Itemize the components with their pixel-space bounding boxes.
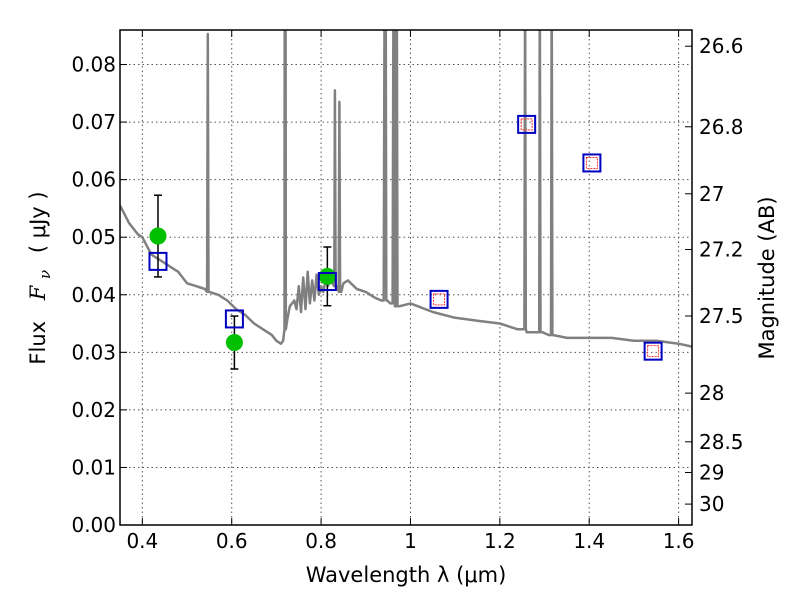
x-tick-label: 0.6	[216, 529, 248, 553]
mag-tick-label: 27.5	[699, 304, 744, 328]
mag-tick-label: 26.8	[699, 115, 744, 139]
model-flux-square	[148, 251, 168, 271]
model-flux-square	[317, 272, 337, 292]
mag-tick-label: 26.6	[699, 34, 744, 58]
x-tick-label: 1.6	[663, 529, 695, 553]
y-tick-label: 0.03	[71, 340, 116, 364]
mag-tick-label: 27	[699, 182, 724, 206]
plot-frame	[119, 29, 693, 526]
x-tick-label: 1.4	[573, 529, 605, 553]
upper-limit-square	[585, 156, 598, 169]
y-tick-label: 0.02	[71, 398, 116, 422]
y-axis-label: Flux F ν ( μJy )	[26, 191, 55, 364]
photometry-point	[318, 267, 336, 285]
x-tick-label: 0.8	[305, 529, 337, 553]
y-tick-label: 0.00	[71, 513, 116, 537]
y-axis-label-sub: ν	[36, 270, 54, 279]
y-tick-label: 0.04	[71, 283, 116, 307]
ticks: 0.4 0.6 0.8 1 1.2 1.4 1.6 0.00 0.01 0.02 0.03 0.04 0…	[71, 30, 744, 553]
mag-tick-label: 27.2	[699, 237, 744, 261]
grid	[120, 30, 692, 526]
mag-tick-label: 28	[699, 381, 724, 405]
data-layer	[120, 30, 692, 370]
y-tick-label: 0.01	[71, 455, 116, 479]
mag-tick-label: 29	[699, 461, 724, 485]
y-tick-label: 0.07	[71, 110, 116, 134]
upper-limit-square	[647, 345, 660, 358]
x-tick-label: 1	[404, 529, 417, 553]
y-axis-label-var: F	[26, 284, 50, 301]
spectrum-line	[120, 30, 692, 348]
magnitude-axis-label: Magnitude (AB)	[755, 196, 779, 359]
x-tick-label: 0.4	[126, 529, 158, 553]
photometry-point	[149, 227, 167, 245]
mag-tick-label: 30	[699, 492, 724, 516]
photometry-point	[225, 334, 243, 352]
model-flux-square	[517, 114, 537, 134]
x-axis-label: Wavelength λ (μm)	[306, 563, 507, 587]
svg-text:Flux F ν ( μ: Flux F ν ( μJy )	[26, 191, 55, 364]
y-axis-label-units: ( μJy )	[26, 191, 50, 253]
y-axis-label-text: Flux	[26, 321, 50, 365]
model-flux-square	[429, 289, 449, 309]
y-tick-label: 0.08	[71, 53, 116, 77]
model-flux-square	[643, 341, 663, 361]
y-tick-label: 0.06	[71, 168, 116, 192]
upper-limit-square	[520, 118, 533, 131]
x-tick-label: 1.2	[484, 529, 516, 553]
mag-tick-label: 28.5	[699, 430, 744, 454]
model-flux-square	[224, 309, 244, 329]
upper-limit-square	[433, 293, 446, 306]
y-tick-label: 0.05	[71, 225, 116, 249]
model-flux-square	[582, 153, 602, 173]
